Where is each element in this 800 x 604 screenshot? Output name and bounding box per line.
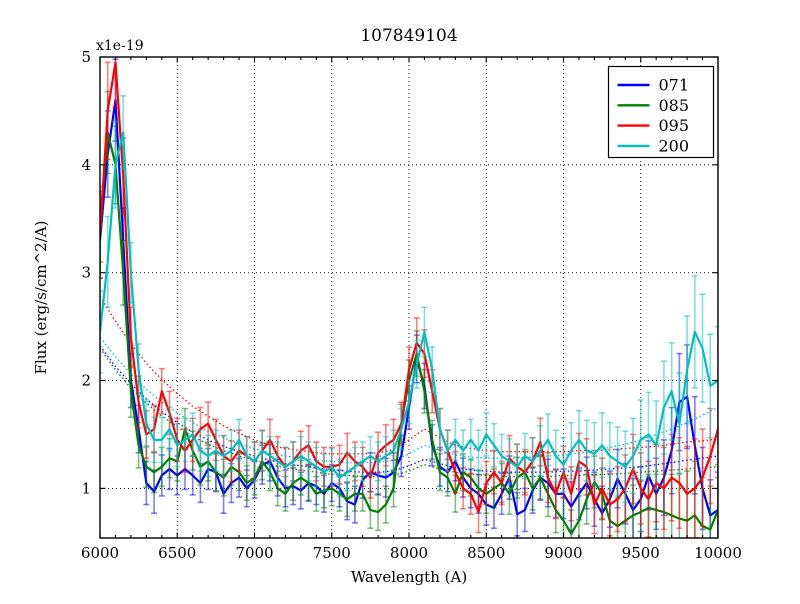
svg-text:1: 1 bbox=[81, 479, 91, 497]
chart-title: 107849104 bbox=[360, 26, 457, 46]
svg-text:9500: 9500 bbox=[622, 544, 660, 562]
series-line-200 bbox=[100, 131, 718, 479]
legend-label-071: 071 bbox=[659, 76, 690, 95]
x-axis-label: Wavelength (A) bbox=[351, 568, 467, 586]
legend-label-095: 095 bbox=[659, 116, 690, 135]
svg-text:5: 5 bbox=[81, 48, 91, 66]
series-200 bbox=[100, 95, 718, 504]
svg-text:4: 4 bbox=[81, 156, 91, 174]
series-line-095 bbox=[100, 61, 718, 514]
template-line-200-template bbox=[100, 336, 718, 464]
axis-ticks bbox=[99, 56, 719, 538]
svg-text:8500: 8500 bbox=[467, 544, 505, 562]
legend-box bbox=[607, 65, 715, 159]
y-offset-label: x1e-19 bbox=[96, 38, 144, 54]
svg-text:7000: 7000 bbox=[235, 544, 273, 562]
svg-text:10000: 10000 bbox=[694, 544, 742, 562]
legend-label-085: 085 bbox=[659, 96, 690, 115]
template-line-095-template bbox=[100, 296, 718, 455]
svg-text:6000: 6000 bbox=[81, 544, 119, 562]
svg-text:9000: 9000 bbox=[544, 544, 582, 562]
y-tick-labels: 1 2 3 4 5 bbox=[81, 48, 91, 497]
legend-label-200: 200 bbox=[659, 136, 690, 155]
svg-text:8000: 8000 bbox=[390, 544, 428, 562]
template-line-085-template bbox=[100, 347, 718, 478]
svg-text:7500: 7500 bbox=[313, 544, 351, 562]
svg-text:2: 2 bbox=[81, 372, 91, 390]
y-axis-label: Flux (erg/s/cm^2/A) bbox=[32, 221, 50, 375]
svg-text:3: 3 bbox=[81, 264, 91, 282]
template-spectra bbox=[100, 296, 718, 478]
x-tick-labels: 6000 6500 7000 7500 8000 8500 9000 9500 10000 bbox=[81, 544, 742, 562]
svg-text:6500: 6500 bbox=[158, 544, 196, 562]
